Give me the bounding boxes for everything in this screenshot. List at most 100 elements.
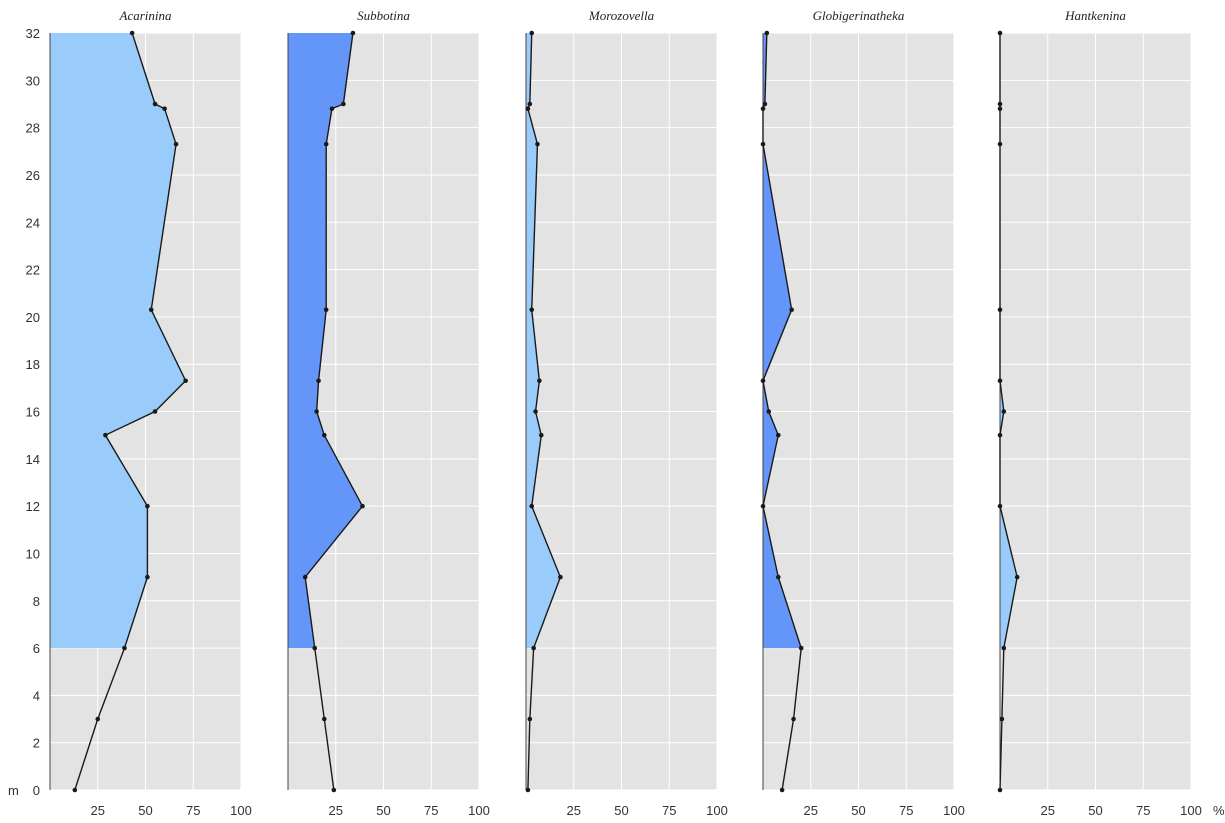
area-fill (1000, 33, 1018, 649)
data-point (302, 574, 308, 580)
y-tick-label: 16 (26, 405, 40, 420)
data-point (779, 787, 785, 793)
data-point (329, 106, 335, 111)
data-point (537, 378, 542, 384)
data-point (538, 432, 544, 438)
data-point (791, 716, 796, 722)
data-point (145, 503, 150, 509)
data-point (527, 716, 533, 722)
data-point (321, 716, 327, 722)
y-tick-label: 28 (26, 121, 40, 136)
x-tick-label: 100 (468, 803, 490, 818)
data-point (1001, 409, 1007, 414)
x-tick-label: 100 (706, 803, 728, 818)
x-tick-label: 100 (943, 803, 965, 818)
panel-subbotina: Subbotina 25 50 75 100 (287, 8, 490, 818)
data-point (997, 378, 1003, 384)
x-tick-label: 75 (186, 803, 200, 818)
area-fill (526, 33, 561, 649)
x-tick-label: 75 (424, 803, 438, 818)
panel-title: Subbotina (357, 8, 410, 23)
x-tick-label: 100 (230, 803, 252, 818)
y-tick-label: 6 (33, 641, 40, 656)
data-point (789, 307, 794, 313)
y-tick-label: 8 (33, 594, 40, 609)
data-point (529, 30, 535, 36)
data-point (531, 645, 536, 651)
data-point (341, 101, 346, 107)
x-tick-label: 50 (851, 803, 865, 818)
data-point (997, 307, 1003, 313)
data-point (766, 409, 772, 414)
data-point (997, 503, 1003, 509)
y-tick-label: 26 (26, 168, 40, 183)
area-fill (763, 33, 802, 649)
area-fill (50, 33, 186, 649)
data-point (1001, 645, 1007, 651)
data-point (173, 141, 179, 147)
y-tick-label: 4 (33, 688, 40, 703)
y-tick-label: 22 (26, 263, 40, 278)
data-point (183, 378, 188, 384)
data-point (760, 106, 766, 111)
data-point (535, 141, 540, 147)
y-tick-label: 10 (26, 546, 40, 561)
y-tick-label: 2 (33, 736, 40, 751)
data-point (323, 141, 329, 147)
data-point (162, 106, 167, 111)
x-tick-label: 50 (376, 803, 390, 818)
data-point (760, 378, 766, 384)
data-point (145, 574, 150, 580)
y-axis-unit: m (8, 783, 19, 798)
x-tick-label: 75 (1136, 803, 1150, 818)
x-tick-label: 75 (899, 803, 913, 818)
panel-title: Globigerinatheka (813, 8, 905, 23)
data-point (122, 645, 127, 651)
y-tick-label: 30 (26, 73, 40, 88)
data-point (775, 574, 781, 580)
panel-morozovella: Morozovella 25 50 75 100 (525, 8, 728, 818)
panel-title: Hantkenina (1064, 8, 1126, 23)
data-point (997, 106, 1003, 111)
x-tick-label: 100 (1180, 803, 1202, 818)
x-tick-label: 25 (1041, 803, 1055, 818)
data-point (314, 409, 319, 414)
data-point (148, 307, 154, 313)
x-tick-label: 25 (567, 803, 581, 818)
data-point (129, 30, 135, 36)
data-point (999, 716, 1005, 722)
x-tick-label: 25 (91, 803, 105, 818)
data-point (350, 30, 356, 36)
data-point (1014, 574, 1020, 580)
data-point (775, 432, 781, 438)
data-point (760, 503, 766, 509)
data-point (533, 409, 538, 414)
x-tick-label: 25 (329, 803, 343, 818)
y-tick-label: 18 (26, 357, 40, 372)
data-point (331, 787, 337, 793)
x-tick-label: 75 (662, 803, 676, 818)
y-tick-label: 14 (26, 452, 40, 467)
data-point (321, 432, 327, 438)
data-point (152, 101, 158, 107)
data-point (95, 716, 101, 722)
panel-title: Acarinina (119, 8, 172, 23)
data-point (525, 787, 531, 793)
data-point (323, 307, 329, 313)
data-point (558, 574, 563, 580)
data-point (764, 30, 770, 36)
x-tick-label: 50 (138, 803, 152, 818)
data-point (798, 645, 804, 651)
data-point (529, 503, 535, 509)
data-point (762, 101, 768, 107)
panel-acarinina: Acarinina 25 50 75 100 (49, 8, 252, 818)
data-point (997, 101, 1003, 107)
data-point (360, 503, 365, 509)
panel-hantkenina: Hantkenina 25 50 75 100 (997, 8, 1202, 818)
data-point (525, 106, 531, 111)
y-tick-label: 20 (26, 310, 40, 325)
data-point (760, 141, 766, 147)
y-tick-label: 24 (26, 215, 40, 230)
